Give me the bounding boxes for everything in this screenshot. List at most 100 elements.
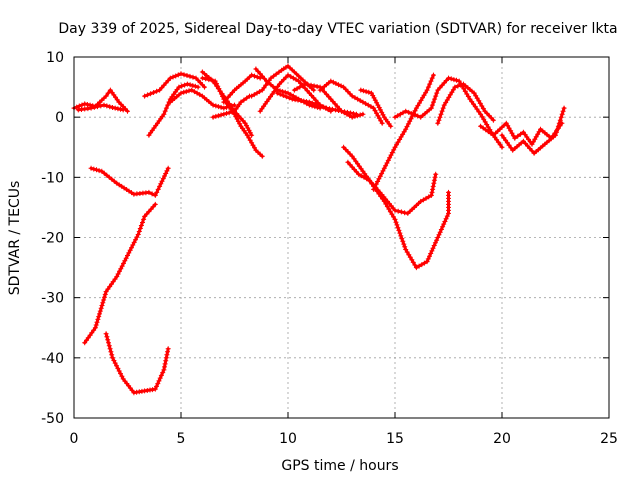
- data-point: [241, 97, 247, 103]
- data-point: [404, 249, 410, 255]
- series-arc-12: [221, 72, 263, 105]
- data-point: [191, 89, 197, 95]
- data-point: [187, 82, 193, 88]
- data-point: [339, 108, 344, 114]
- data-point: [417, 100, 422, 106]
- data-point: [76, 103, 82, 109]
- chart-title: Day 339 of 2025, Sidereal Day-to-day VTE…: [58, 21, 617, 37]
- series-arc-11: [210, 93, 252, 120]
- data-point: [110, 105, 115, 110]
- data-point: [395, 113, 401, 119]
- data-point: [165, 102, 171, 108]
- data-point: [161, 367, 167, 373]
- data-point: [442, 219, 448, 224]
- data-point: [558, 114, 564, 120]
- data-point: [157, 183, 163, 189]
- data-point: [433, 93, 439, 99]
- data-point: [402, 210, 408, 216]
- data-point: [482, 119, 488, 125]
- data-point: [122, 258, 128, 264]
- data-point: [427, 253, 432, 259]
- data-point: [428, 192, 434, 198]
- data-point: [126, 250, 132, 256]
- data-point: [392, 114, 398, 120]
- data-point: [360, 99, 366, 105]
- data-point: [136, 229, 142, 234]
- data-point: [306, 99, 312, 105]
- data-point: [101, 102, 107, 108]
- data-point: [135, 232, 141, 237]
- data-point: [277, 91, 283, 97]
- data-point: [383, 163, 389, 169]
- data-point: [432, 96, 438, 102]
- data-point: [324, 91, 329, 97]
- data-point: [438, 111, 444, 117]
- data-point: [357, 112, 363, 118]
- data-point: [458, 82, 464, 88]
- data-point: [101, 297, 107, 303]
- data-point: [438, 227, 444, 232]
- data-point: [311, 83, 317, 89]
- data-point: [404, 124, 410, 130]
- data-point: [195, 77, 201, 83]
- data-point: [554, 126, 560, 132]
- data-point: [302, 81, 308, 87]
- data-point: [432, 240, 438, 246]
- series-arc-18: [317, 78, 385, 126]
- data-point: [141, 216, 147, 222]
- data-point: [280, 89, 286, 95]
- data-point: [366, 177, 372, 183]
- data-point: [92, 325, 98, 331]
- data-point: [385, 157, 391, 163]
- data-point: [473, 93, 479, 99]
- data-point: [157, 375, 163, 381]
- series-arc-23: [392, 75, 505, 150]
- data-point: [148, 206, 154, 212]
- data-point: [107, 346, 113, 352]
- data-point: [377, 173, 383, 179]
- data-point: [355, 96, 361, 102]
- data-point: [183, 89, 189, 95]
- data-point: [134, 234, 140, 240]
- data-point: [397, 111, 403, 117]
- data-point: [152, 201, 158, 207]
- data-point: [290, 93, 296, 99]
- data-point: [95, 104, 100, 110]
- data-point: [125, 108, 130, 114]
- data-point: [318, 103, 324, 109]
- data-point: [110, 355, 115, 361]
- data-point: [215, 104, 221, 110]
- data-point: [290, 75, 296, 81]
- data-point: [158, 372, 164, 378]
- data-point: [114, 274, 120, 280]
- data-point: [461, 86, 467, 92]
- data-point: [324, 105, 329, 111]
- data-point: [238, 115, 244, 121]
- data-point: [452, 84, 458, 90]
- data-point: [444, 213, 450, 219]
- data-point: [471, 90, 477, 96]
- data-point: [443, 100, 449, 106]
- series-arc-19: [358, 87, 394, 129]
- data-point: [428, 78, 434, 84]
- data-point: [373, 181, 379, 187]
- data-point: [443, 216, 449, 222]
- data-point: [170, 74, 176, 80]
- data-point: [175, 72, 181, 78]
- data-point: [138, 223, 144, 228]
- data-point: [321, 104, 327, 110]
- data-point: [409, 111, 415, 117]
- data-point: [238, 99, 244, 105]
- data-point: [281, 77, 287, 83]
- data-point: [399, 236, 405, 242]
- data-point: [227, 92, 233, 98]
- data-point: [163, 355, 169, 361]
- data-point: [388, 123, 394, 129]
- data-point: [148, 91, 154, 97]
- data-point: [446, 75, 451, 81]
- data-point: [165, 349, 170, 355]
- data-point: [474, 106, 480, 112]
- data-point: [400, 110, 406, 116]
- data-point: [336, 108, 341, 113]
- data-point: [428, 251, 434, 256]
